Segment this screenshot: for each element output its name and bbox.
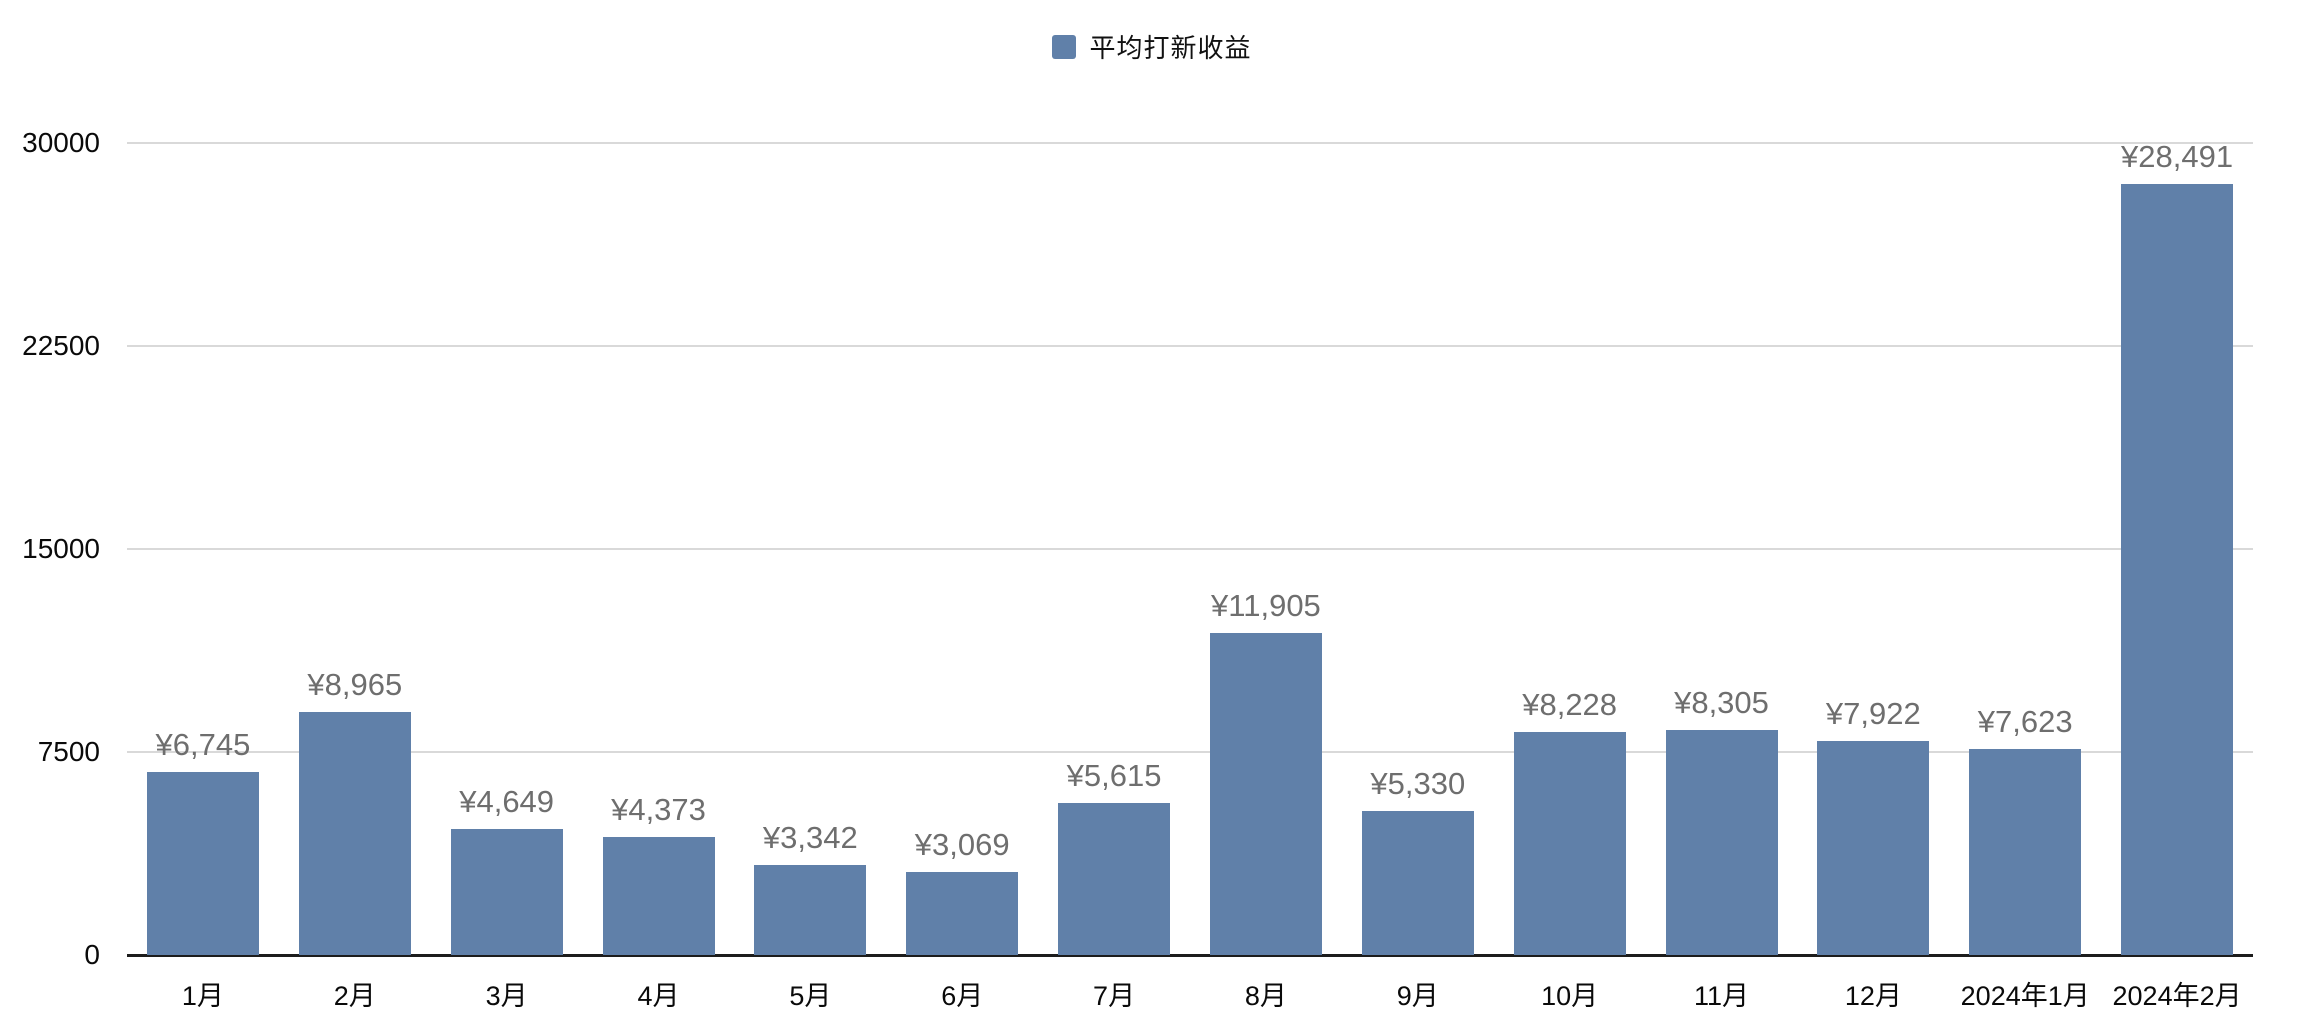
bar-value-label: ¥7,922	[1825, 696, 1921, 731]
legend: 平均打新收益	[0, 28, 2304, 65]
x-axis-tick-label: 1月	[181, 981, 224, 1011]
bar[interactable]	[1362, 811, 1474, 955]
x-axis-tick-label: 11月	[1693, 981, 1750, 1011]
bar-value-label: ¥6,745	[155, 727, 251, 762]
bar[interactable]	[1210, 633, 1322, 955]
gridline	[127, 751, 2253, 753]
bar[interactable]	[1666, 730, 1778, 955]
bar[interactable]	[603, 837, 715, 955]
gridline	[127, 142, 2253, 144]
legend-swatch-icon	[1052, 34, 1077, 59]
x-axis-tick-label: 4月	[637, 981, 680, 1011]
bar[interactable]	[2121, 184, 2233, 955]
x-axis-tick-label: 9月	[1396, 981, 1439, 1011]
bar-value-label: ¥4,373	[611, 792, 706, 827]
bar[interactable]	[1969, 749, 2081, 955]
bar-value-label: ¥11,905	[1211, 588, 1321, 623]
bar[interactable]	[451, 829, 563, 955]
x-axis-tick-label: 5月	[789, 981, 832, 1011]
bar-value-label: ¥3,342	[762, 820, 858, 855]
bar-value-label: ¥8,305	[1674, 685, 1769, 720]
x-axis-line	[127, 954, 2253, 957]
legend-label: 平均打新收益	[1089, 33, 1252, 63]
gridline	[127, 548, 2253, 550]
x-axis-tick-label: 2024年2月	[2112, 981, 2242, 1011]
gridline	[127, 345, 2253, 347]
x-axis-tick-label: 12月	[1844, 981, 1902, 1011]
bar[interactable]	[1514, 732, 1626, 955]
bar-value-label: ¥8,228	[1522, 687, 1618, 722]
x-axis-tick-label: 10月	[1541, 981, 1599, 1011]
bar[interactable]	[147, 772, 259, 955]
bar[interactable]	[754, 865, 866, 955]
bar-value-label: ¥28,491	[2121, 139, 2234, 174]
y-axis-tick-label: 0	[84, 939, 100, 970]
bar[interactable]	[299, 712, 411, 955]
bar-value-label: ¥4,649	[459, 784, 555, 819]
x-axis-tick-label: 3月	[485, 981, 528, 1011]
bar-value-label: ¥5,330	[1370, 766, 1466, 801]
legend-item[interactable]: 平均打新收益	[1052, 28, 1251, 65]
bar[interactable]	[906, 872, 1018, 955]
bar-value-label: ¥3,069	[914, 827, 1010, 862]
bar-value-label: ¥5,615	[1066, 758, 1162, 793]
y-axis-tick-label: 7500	[37, 736, 100, 767]
x-axis-tick-label: 8月	[1244, 981, 1287, 1011]
x-axis-tick-label: 6月	[941, 981, 984, 1011]
y-axis-tick-label: 30000	[22, 127, 100, 158]
bar[interactable]	[1058, 803, 1170, 955]
bar[interactable]	[1817, 741, 1929, 955]
x-axis-tick-label: 2024年1月	[1960, 981, 2090, 1011]
bar-value-label: ¥7,623	[1977, 704, 2073, 739]
bar-value-label: ¥8,965	[307, 667, 403, 702]
y-axis-tick-label: 22500	[22, 330, 100, 361]
x-axis-tick-label: 2月	[333, 981, 376, 1011]
x-axis-tick-label: 7月	[1093, 981, 1136, 1011]
y-axis-tick-label: 15000	[22, 533, 100, 564]
